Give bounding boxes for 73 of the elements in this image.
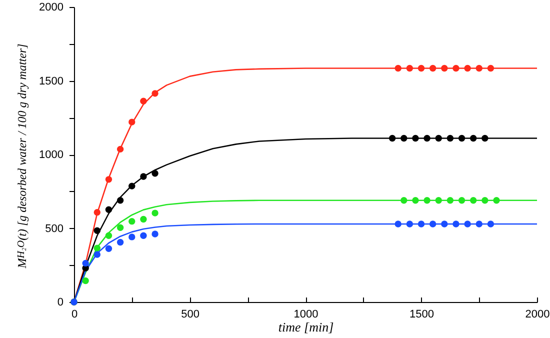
point	[152, 210, 158, 216]
x-tick-label: 0	[71, 308, 78, 320]
point	[116, 224, 124, 232]
point	[412, 197, 419, 204]
point	[128, 218, 136, 225]
point	[429, 64, 436, 72]
point	[105, 206, 112, 214]
point	[424, 197, 430, 204]
point	[418, 64, 425, 72]
point	[105, 232, 112, 239]
y-tick-label: 1000	[39, 149, 64, 161]
point	[487, 64, 494, 72]
point	[412, 134, 419, 142]
point	[464, 64, 471, 72]
point	[446, 134, 454, 142]
point	[152, 170, 158, 177]
point	[94, 208, 101, 216]
point	[388, 134, 396, 142]
point	[105, 176, 112, 183]
point	[446, 197, 454, 204]
point	[140, 232, 147, 239]
point	[128, 182, 136, 190]
point	[470, 197, 477, 204]
point	[435, 134, 442, 142]
x-axis-title: time [min]	[278, 320, 334, 334]
point	[94, 227, 101, 234]
point	[400, 134, 408, 142]
point	[94, 251, 101, 258]
y-tick-label: 0	[57, 296, 64, 308]
point	[470, 134, 477, 142]
point	[429, 220, 436, 228]
point	[476, 220, 482, 228]
point	[400, 197, 408, 204]
point	[476, 64, 482, 72]
point	[116, 238, 124, 246]
point	[482, 197, 488, 204]
point	[105, 245, 112, 252]
point	[458, 134, 466, 142]
x-tick-label: 500	[181, 308, 200, 320]
point	[424, 134, 430, 142]
point	[140, 98, 147, 104]
point	[82, 277, 89, 284]
point	[452, 64, 460, 72]
point	[458, 197, 466, 204]
point	[406, 220, 414, 228]
point	[464, 220, 471, 228]
point	[452, 220, 460, 228]
point	[152, 90, 158, 97]
point	[128, 118, 136, 126]
point	[82, 260, 89, 267]
point	[94, 244, 101, 252]
point	[441, 64, 448, 72]
x-tick-label: 2000	[525, 308, 550, 320]
point	[128, 234, 136, 240]
point	[116, 197, 124, 204]
point	[435, 197, 442, 204]
x-tick-label: 1000	[294, 308, 318, 320]
point	[394, 220, 402, 228]
y-tick-label: 1500	[39, 75, 64, 88]
point	[152, 230, 158, 238]
point	[140, 216, 147, 223]
point	[140, 173, 147, 180]
y-tick-label: 500	[45, 222, 64, 235]
point	[487, 220, 494, 228]
y-tick-label: 2000	[39, 2, 64, 14]
point	[418, 220, 425, 228]
x-tick-label: 1500	[410, 308, 434, 320]
point	[394, 64, 402, 72]
point	[116, 146, 124, 153]
point	[441, 220, 448, 228]
point	[493, 197, 500, 204]
point	[482, 134, 488, 142]
point	[406, 64, 414, 72]
